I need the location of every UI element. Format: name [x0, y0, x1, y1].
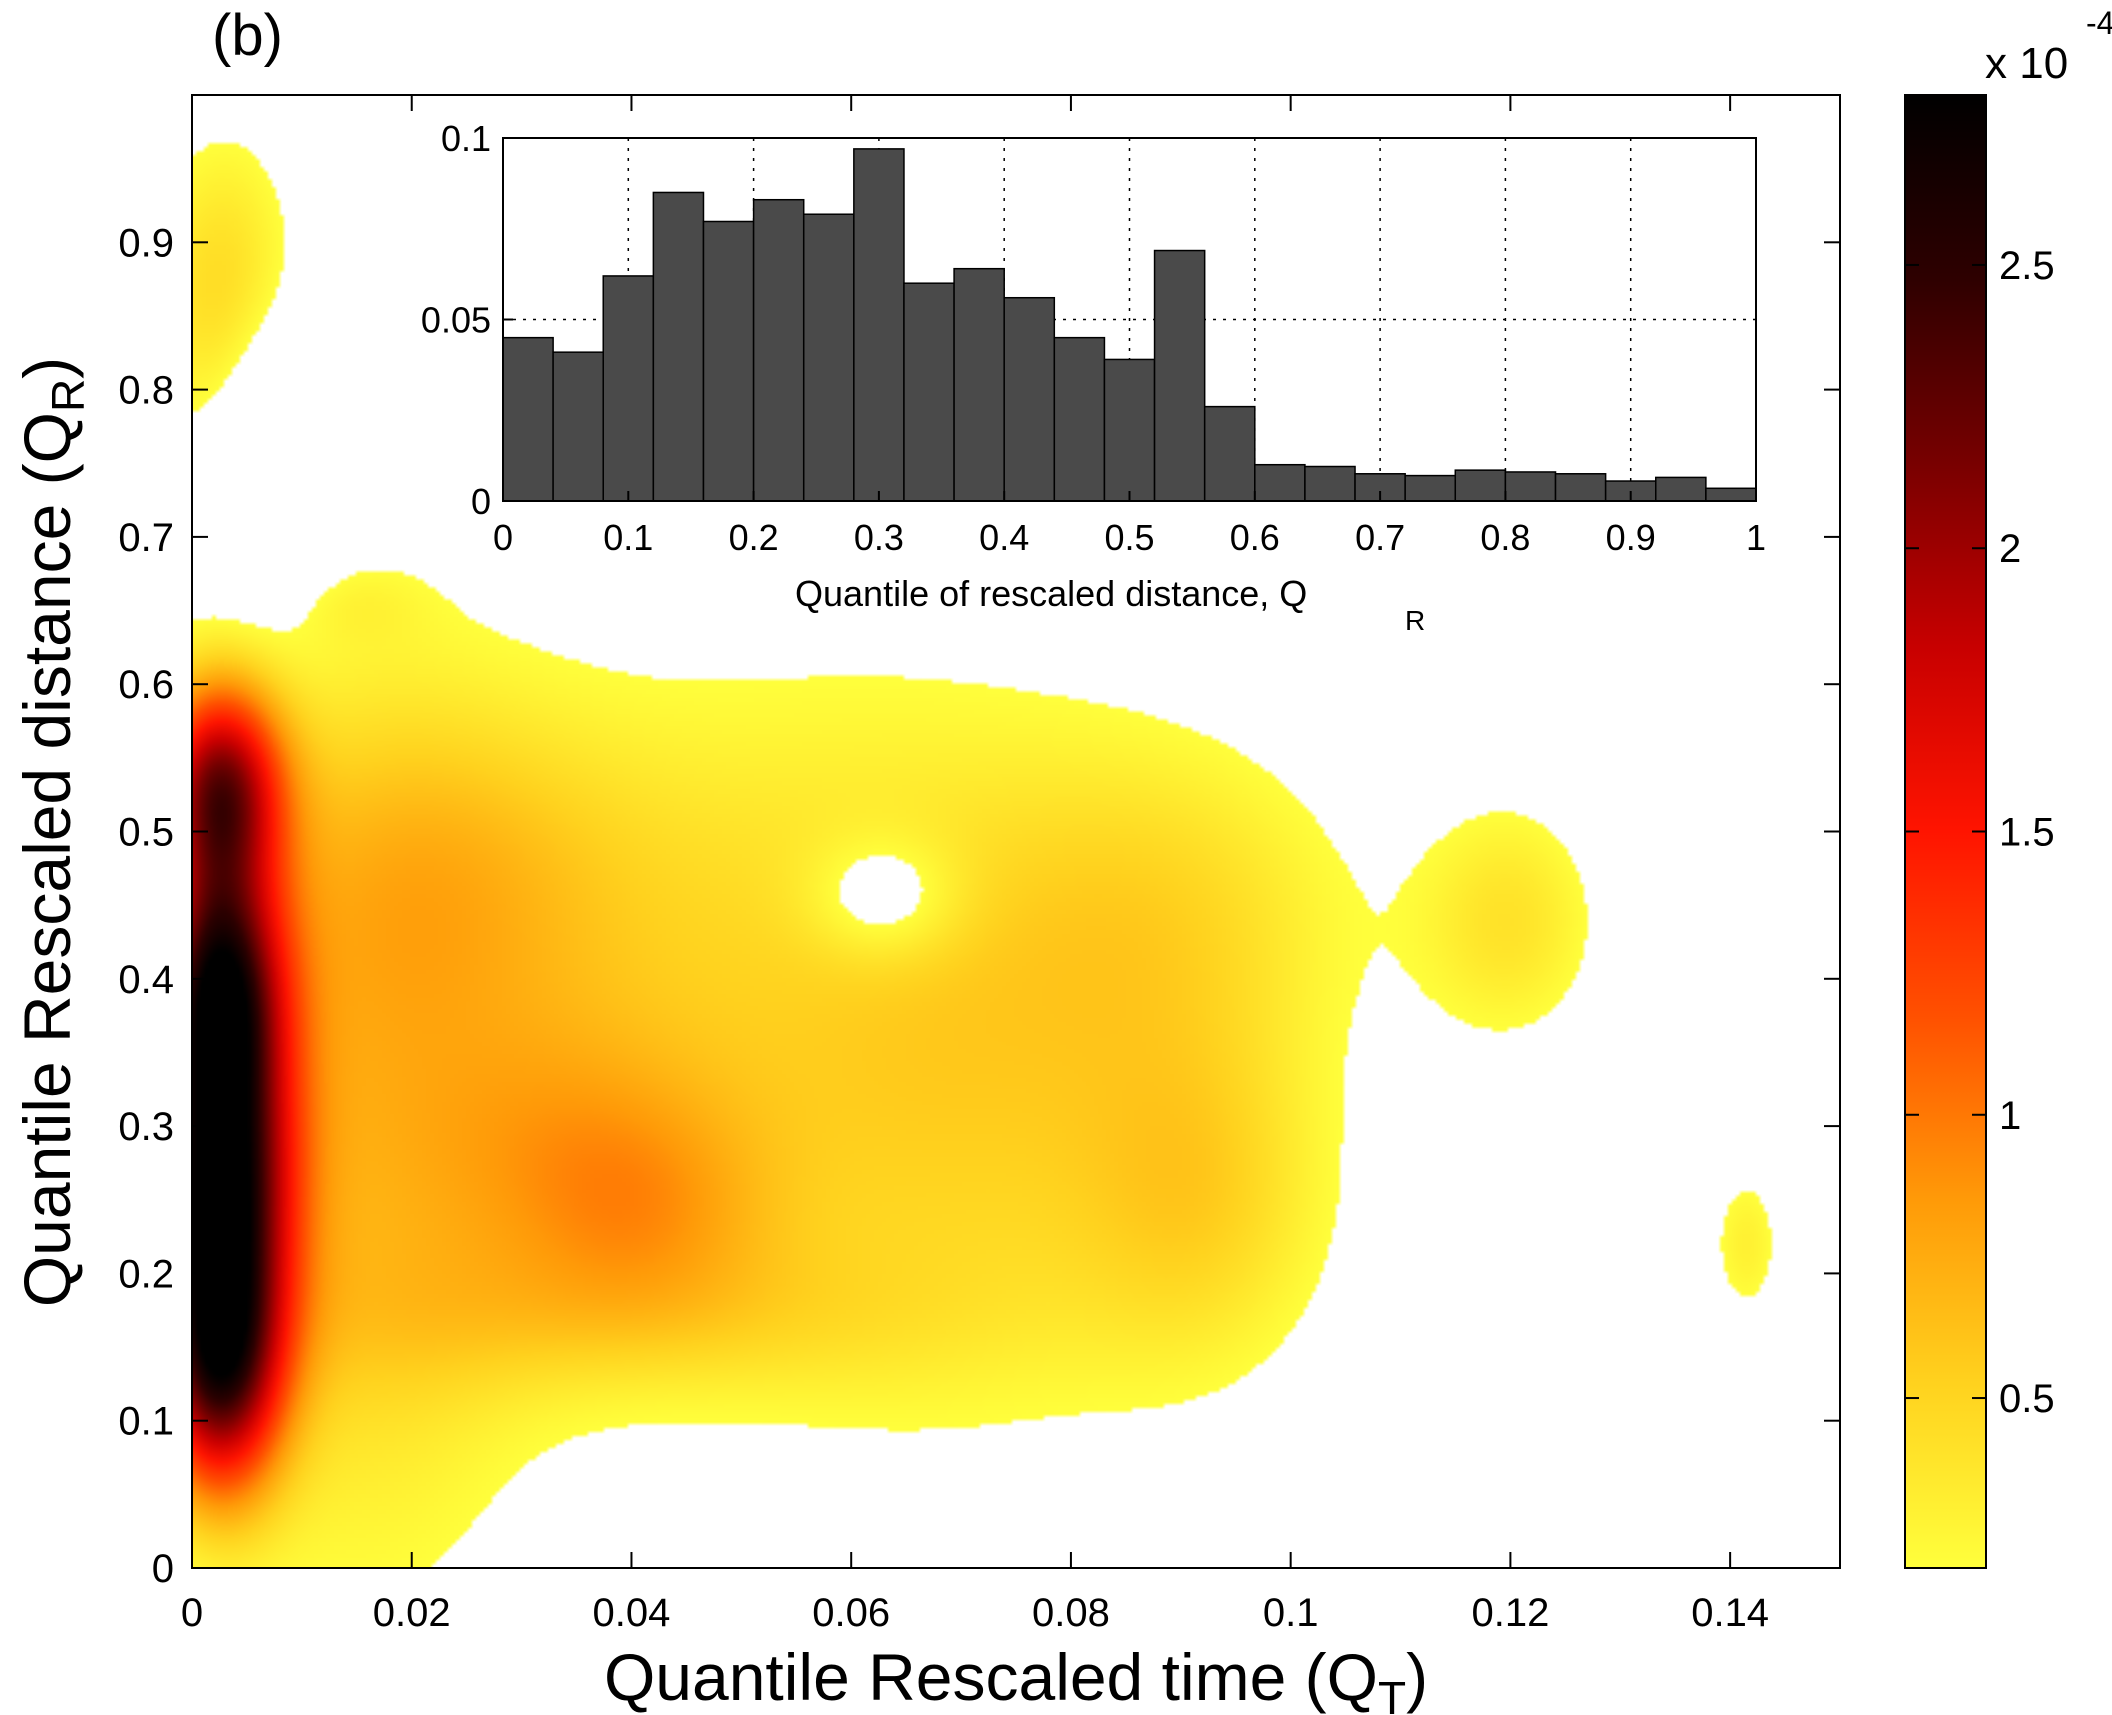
- inset-x-tick-label: 0.5: [1104, 517, 1154, 558]
- y-tick-label: 0.2: [118, 1252, 174, 1296]
- colorbar-tick-label: 0.5: [1999, 1377, 2055, 1421]
- inset-x-tick-label: 1: [1746, 517, 1766, 558]
- x-axis-label: Quantile Rescaled time (QT): [604, 1640, 1428, 1715]
- panel-label: (b): [212, 3, 283, 68]
- colorbar-tick-label: 1.5: [1999, 811, 2055, 855]
- x-tick-label: 0.1: [1263, 1591, 1319, 1635]
- inset-x-tick-label: 0: [493, 517, 513, 558]
- histogram-bar: [802, 213, 855, 502]
- inset-x-tick-label: 0.3: [854, 517, 904, 558]
- colorbar-multiplier: x 10: [1985, 39, 2068, 88]
- histogram-bar: [953, 267, 1005, 502]
- y-tick-label: 0.6: [118, 663, 174, 707]
- inset-y-tick-label: 0.05: [421, 300, 491, 341]
- histogram-bar: [1504, 471, 1557, 502]
- colorbar-tick-label: 2: [1999, 527, 2021, 571]
- y-tick-label: 0.3: [118, 1105, 174, 1149]
- histogram-bar: [1053, 336, 1106, 502]
- inset-histogram: 0 0.1 0.2 0.3 0.4 0.5 0.6 0.7 0.8 0.9 1 0 0.05 0.1 Q…: [421, 118, 1766, 636]
- inset-x-tick-label: 0.1: [603, 517, 653, 558]
- inset-x-tick-label: 0.6: [1230, 517, 1280, 558]
- y-tick-label: 0.4: [118, 958, 174, 1002]
- x-tick-label: 0.04: [593, 1591, 671, 1635]
- inset-x-ticks: 0 0.1 0.2 0.3 0.4 0.5 0.6 0.7 0.8 0.9 1: [493, 491, 1766, 558]
- histogram-bar: [1003, 296, 1056, 502]
- inset-x-tick-label: 0.9: [1606, 517, 1656, 558]
- inset-y-ticks: 0 0.05 0.1: [421, 118, 513, 522]
- histogram-bar: [1454, 469, 1507, 502]
- histogram-bar: [903, 282, 955, 502]
- inset-bars: [502, 148, 1757, 502]
- histogram-bar: [1304, 465, 1356, 502]
- x-axis-ticks: 0 0.02 0.04 0.06 0.08 0.1 0.12 0.14: [181, 95, 1769, 1635]
- histogram-bar: [752, 198, 805, 502]
- inset-y-tick-label: 0: [471, 481, 491, 522]
- x-tick-label: 0.02: [373, 1591, 451, 1635]
- histogram-bar: [702, 220, 755, 502]
- y-tick-label: 0.1: [118, 1400, 174, 1444]
- y-tick-label: 0.5: [118, 811, 174, 855]
- colorbar-exponent: -4: [2086, 5, 2112, 41]
- y-tick-label: 0: [152, 1547, 174, 1591]
- inset-x-tick-label: 0.2: [729, 517, 779, 558]
- histogram-bar: [1254, 463, 1306, 502]
- histogram-bar: [502, 336, 554, 502]
- histogram-bar: [552, 351, 604, 502]
- x-tick-label: 0.14: [1691, 1591, 1769, 1635]
- x-tick-label: 0: [181, 1591, 203, 1635]
- y-tick-label: 0.8: [118, 369, 174, 413]
- histogram-bar: [853, 148, 905, 502]
- colorbar-tick-label: 1: [1999, 1094, 2021, 1138]
- x-tick-label: 0.08: [1032, 1591, 1110, 1635]
- inset-x-axis-label: Quantile of rescaled distance, QR: [795, 573, 1425, 636]
- inset-x-tick-label: 0.8: [1480, 517, 1530, 558]
- inset-x-tick-label: 0.7: [1355, 517, 1405, 558]
- x-tick-label: 0.06: [812, 1591, 890, 1635]
- colorbar-ticks: 0.5 1 1.5 2 2.5: [1905, 244, 2055, 1421]
- histogram-bar: [1705, 487, 1757, 502]
- inset-y-tick-label: 0.1: [441, 118, 491, 159]
- x-tick-label: 0.12: [1471, 1591, 1549, 1635]
- histogram-bar: [1655, 476, 1707, 502]
- histogram-bar: [1103, 358, 1156, 502]
- histogram-bar: [1554, 473, 1607, 502]
- histogram-bar: [1203, 405, 1256, 502]
- y-axis-label: Quantile Rescaled distance (QR): [10, 357, 94, 1307]
- histogram-bar: [1153, 249, 1206, 502]
- y-axis-ticks: 0 0.1 0.2 0.3 0.4 0.5 0.6 0.7 0.8 0.9: [118, 221, 1840, 1591]
- histogram-bar: [1404, 474, 1457, 502]
- y-tick-label: 0.9: [118, 221, 174, 265]
- histogram-bar: [602, 275, 655, 502]
- colorbar: 0.5 1 1.5 2 2.5 x 10 -4: [1904, 5, 2112, 1569]
- inset-x-tick-label: 0.4: [979, 517, 1029, 558]
- y-tick-label: 0.7: [118, 516, 174, 560]
- colorbar-tick-label: 2.5: [1999, 244, 2055, 288]
- histogram-bar: [652, 191, 705, 502]
